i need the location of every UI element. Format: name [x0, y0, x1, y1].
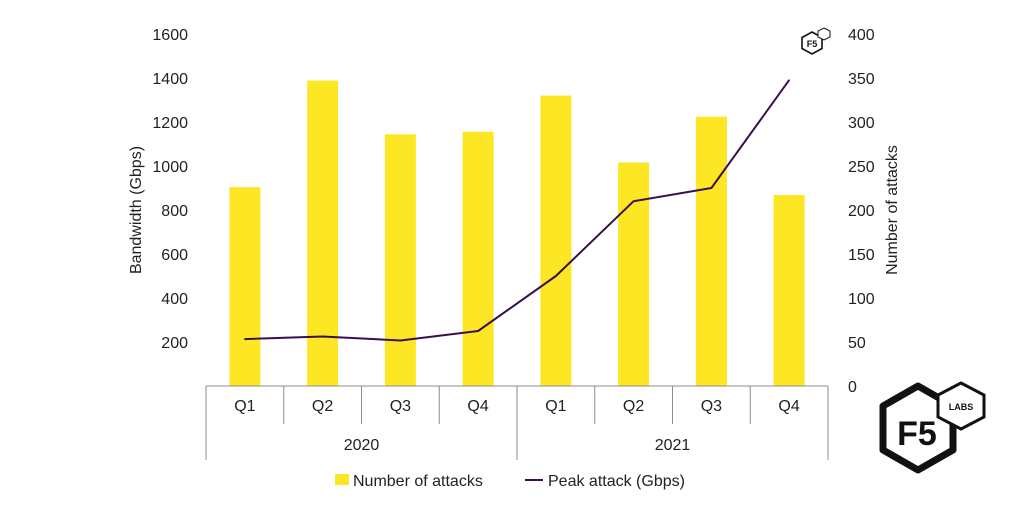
left-tick-label-2: 600 — [161, 247, 188, 264]
bar-3 — [462, 131, 494, 386]
category-label-2: Q3 — [390, 398, 411, 415]
f5-small-logo-badge — [817, 27, 831, 41]
peak-attack-point-2 — [399, 339, 402, 342]
peak-attack-point-0 — [244, 338, 246, 340]
legend-label-attacks: Number of attacks — [353, 473, 483, 490]
left-tick-label-6: 1400 — [152, 71, 188, 88]
right-tick-label-6: 300 — [848, 115, 875, 132]
peak-attack-point-5 — [632, 200, 635, 202]
f5-labs-logo-text: F5 — [897, 415, 937, 453]
bar-1 — [307, 80, 339, 386]
left-tick-label-3: 800 — [161, 203, 188, 220]
axes-layer — [205, 385, 829, 460]
left-axis-ticks: 200 400 600 800 1000 1200 1400 1600 — [152, 27, 188, 352]
left-tick-label-4: 1000 — [152, 159, 188, 176]
left-tick-label-7: 1600 — [152, 27, 188, 44]
legend-label-peak: Peak attack (Gbps) — [548, 473, 685, 490]
category-label-6: Q3 — [701, 398, 722, 415]
right-tick-label-3: 150 — [848, 247, 875, 264]
peak-attack-point-6 — [710, 187, 713, 189]
f5-small-logo: F5 — [801, 27, 831, 55]
peak-attack-line — [244, 79, 790, 342]
category-label-4: Q1 — [545, 398, 566, 415]
bar-6 — [695, 116, 727, 386]
right-tick-label-4: 200 — [848, 203, 875, 220]
left-tick-label-0: 200 — [161, 335, 188, 352]
legend-swatch-attacks — [335, 474, 349, 485]
bar-5 — [618, 162, 650, 386]
peak-attack-point-3 — [477, 330, 479, 332]
left-tick-label-1: 400 — [161, 291, 188, 308]
right-axis-title: Number of attacks — [884, 145, 901, 275]
group-label-0: 2020 — [344, 437, 380, 454]
f5-labs-logo: F5 LABS — [879, 381, 986, 474]
peak-attack-point-7 — [788, 79, 790, 81]
f5-small-logo-text: F5 — [807, 39, 818, 49]
bar-2 — [384, 134, 416, 386]
left-axis-title: Bandwidth (Gbps) — [128, 146, 145, 274]
category-label-3: Q4 — [467, 398, 488, 415]
category-label-7: Q4 — [778, 398, 799, 415]
peak-attack-point-4 — [555, 275, 557, 277]
category-label-1: Q2 — [312, 398, 333, 415]
right-tick-label-1: 50 — [848, 335, 866, 352]
category-label-0: Q1 — [234, 398, 255, 415]
legend: Number of attacks Peak attack (Gbps) — [335, 473, 685, 490]
x-axis-labels: Q1 Q2 Q3 Q4 Q1 Q2 Q3 Q4 2020 2021 — [234, 398, 800, 454]
category-label-5: Q2 — [623, 398, 644, 415]
bar-0 — [229, 187, 261, 386]
right-tick-label-7: 350 — [848, 71, 875, 88]
f5-labs-logo-badge-text: LABS — [949, 402, 974, 412]
right-axis-ticks: 0 50 100 150 200 250 300 350 400 — [848, 27, 875, 396]
bar-4 — [540, 95, 572, 386]
right-tick-label-5: 250 — [848, 159, 875, 176]
right-tick-label-8: 400 — [848, 27, 875, 44]
right-tick-label-0: 0 — [848, 379, 857, 396]
line-layer — [244, 79, 790, 342]
f5-labs-logo-badge — [936, 381, 986, 431]
left-tick-label-5: 1200 — [152, 115, 188, 132]
bars-layer — [229, 80, 805, 386]
bar-7 — [773, 195, 805, 386]
right-tick-label-2: 100 — [848, 291, 875, 308]
group-label-1: 2021 — [655, 437, 691, 454]
peak-attack-point-1 — [321, 335, 324, 338]
